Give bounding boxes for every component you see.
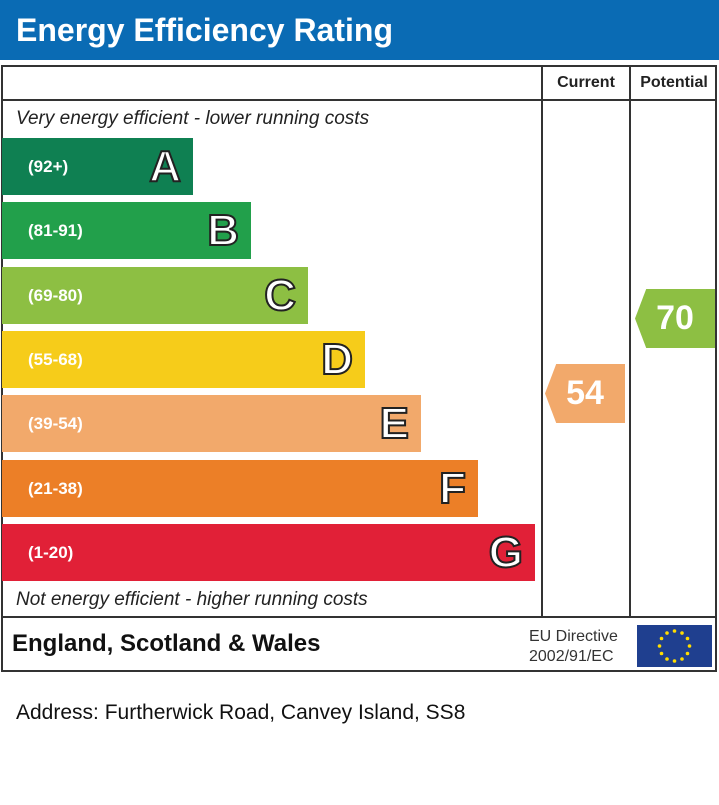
band-range: (92+) <box>28 157 69 176</box>
star <box>659 636 664 641</box>
directive-line2: 2002/91/EC <box>529 648 614 665</box>
region-label: England, Scotland & Wales <box>12 630 321 657</box>
star <box>665 631 669 635</box>
chart-title: Energy Efficiency Rating <box>0 0 719 60</box>
address: Address: Furtherwick Road, Canvey Island… <box>16 701 466 724</box>
band-letter: F <box>438 463 467 514</box>
band-letter: G <box>488 527 524 578</box>
band-range: (39-54) <box>28 414 83 434</box>
potential-rating-arrow: 70 <box>635 289 715 348</box>
band-A: (92+) A <box>2 138 193 195</box>
star <box>685 636 690 641</box>
divider <box>1 616 717 618</box>
band-C: (69-80) C <box>2 266 308 324</box>
band-letter: A <box>148 141 182 192</box>
band-B: (81-91) B <box>2 202 251 260</box>
star <box>685 651 690 656</box>
band-letter: B <box>206 205 240 256</box>
band-letter: C <box>263 270 297 321</box>
bottom-note: Not energy efficient - higher running co… <box>16 589 368 610</box>
current-rating-arrow: 54 <box>545 364 625 423</box>
divider <box>629 65 631 617</box>
directive-line1: EU Directive <box>529 628 618 645</box>
star <box>665 657 669 661</box>
band-letter: D <box>320 334 354 385</box>
star <box>659 651 664 656</box>
star <box>680 631 684 635</box>
band-D: (55-68) D <box>2 330 365 388</box>
star <box>687 644 692 648</box>
star <box>672 659 677 663</box>
divider <box>1 99 717 101</box>
band-range: (55-68) <box>28 349 83 369</box>
band-range: (69-80) <box>28 285 83 305</box>
band-G: (1-20) G <box>2 523 535 581</box>
band-E: (39-54) E <box>2 395 421 453</box>
star <box>672 629 677 633</box>
band-range: (1-20) <box>28 542 74 562</box>
band-letter: E <box>379 398 410 449</box>
band-range: (81-91) <box>28 221 83 241</box>
star <box>657 644 662 648</box>
star <box>680 657 684 661</box>
column-header-current: Current <box>557 74 615 91</box>
eu-flag-icon <box>637 625 712 667</box>
band-F: (21-38) F <box>2 459 478 517</box>
divider <box>541 65 543 617</box>
band-range: (21-38) <box>28 478 83 498</box>
top-note: Very energy efficient - lower running co… <box>16 108 370 129</box>
eu-directive: EU Directive 2002/91/EC <box>529 627 618 667</box>
column-header-potential: Potential <box>640 74 708 91</box>
